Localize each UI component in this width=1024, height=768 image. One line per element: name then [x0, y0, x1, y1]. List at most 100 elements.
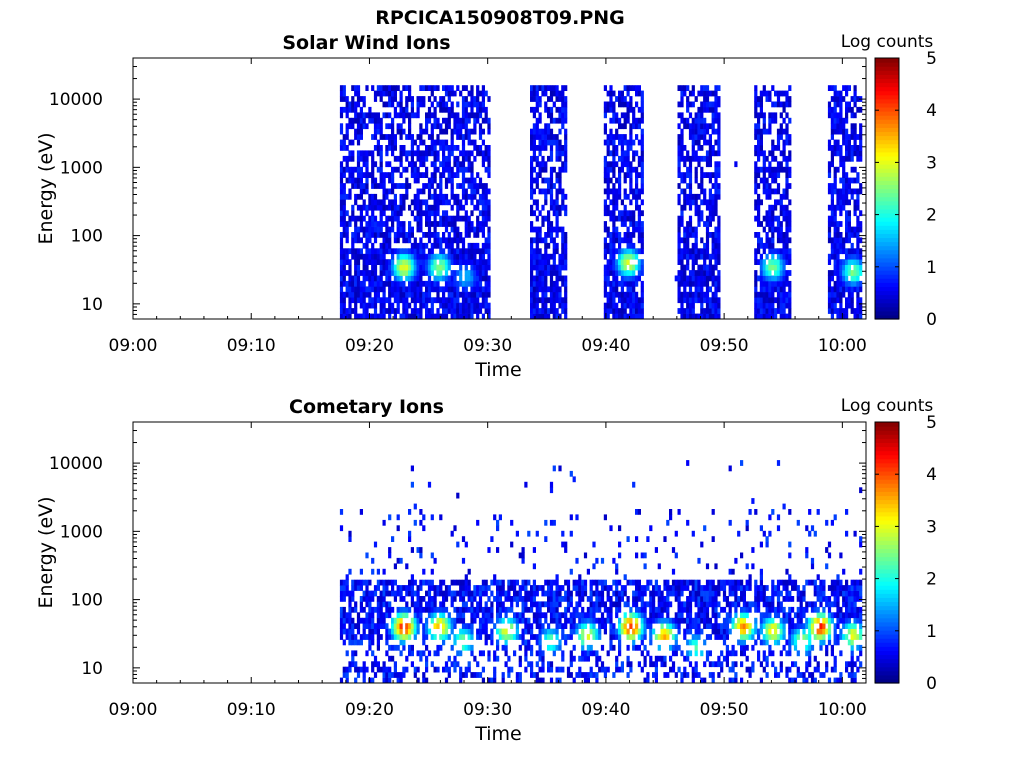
spectrogram-cell — [705, 280, 710, 287]
spectrogram-cell — [433, 606, 437, 613]
spectrogram-cell — [459, 606, 463, 613]
spectrogram-cell — [609, 639, 613, 646]
spectrogram-cell — [373, 280, 378, 287]
spectrogram-cell — [459, 579, 463, 586]
spectrogram-cell — [757, 166, 761, 173]
spectrogram-cell — [405, 655, 409, 662]
spectrogram-cell — [637, 106, 641, 113]
spectrogram-cell — [759, 270, 763, 276]
spectrogram-cell — [351, 237, 355, 244]
spectrogram-cell — [459, 123, 463, 130]
spectrogram-cell — [385, 145, 389, 151]
spectrogram-cell — [694, 117, 698, 124]
spectrogram-cell — [839, 286, 843, 293]
spectrogram-cell — [348, 117, 352, 124]
spectrogram-cell — [456, 172, 460, 178]
spectrogram-cell — [515, 677, 519, 684]
spectrogram-cell — [371, 155, 375, 162]
spectrogram-cell — [779, 308, 783, 314]
spectrogram-cell — [476, 101, 480, 108]
spectrogram-cell — [410, 623, 414, 629]
spectrogram-cell — [836, 96, 840, 102]
spectrogram-cell — [779, 161, 783, 168]
spectrogram-cell — [708, 123, 712, 130]
colorbar-segment — [875, 115, 899, 120]
spectrogram-cell — [836, 275, 840, 282]
spectrogram-cell — [368, 106, 372, 113]
spectrogram-cell — [595, 661, 599, 668]
spectrogram-cell — [410, 253, 414, 260]
spectrogram-cell — [359, 313, 363, 320]
spectrogram-cell — [782, 150, 786, 157]
spectrogram-cell — [600, 644, 605, 651]
spectrogram-cell — [408, 530, 412, 537]
spectrogram-cell — [464, 226, 468, 233]
spectrogram-cell — [399, 134, 403, 140]
spectrogram-cell — [677, 253, 681, 260]
spectrogram-cell — [564, 275, 568, 282]
spectrogram-cell — [589, 596, 593, 602]
spectrogram-cell — [410, 96, 414, 102]
spectrogram-cell — [368, 628, 372, 635]
colorbar-segment — [875, 188, 899, 194]
spectrogram-cell — [385, 275, 389, 282]
spectrogram-cell — [757, 313, 761, 320]
spectrogram-cell — [714, 275, 718, 282]
spectrogram-cell — [626, 215, 630, 222]
spectrogram-cell — [620, 139, 624, 146]
spectrogram-cell — [393, 85, 397, 91]
spectrogram-cell — [847, 145, 851, 151]
spectrogram-cell — [402, 259, 406, 265]
spectrogram-cell — [339, 596, 344, 602]
spectrogram-cell — [785, 237, 789, 244]
spectrogram-cell — [535, 101, 539, 108]
spectrogram-cell — [396, 280, 400, 287]
spectrogram-cell — [606, 585, 610, 591]
spectrogram-cell — [765, 286, 769, 293]
spectrogram-cell — [785, 112, 789, 119]
spectrogram-cell — [442, 199, 446, 206]
spectrogram-cell — [686, 221, 690, 227]
spectrogram-cell — [620, 253, 624, 260]
spectrogram-cell — [345, 96, 349, 102]
spectrogram-cell — [453, 525, 457, 532]
spectrogram-cell — [847, 270, 851, 276]
spectrogram-cell — [422, 232, 426, 238]
spectrogram-cell — [433, 313, 437, 320]
spectrogram-cell — [467, 302, 471, 309]
spectrogram-cell — [430, 183, 434, 189]
spectrogram-cell — [609, 297, 613, 304]
spectrogram-cell — [425, 123, 429, 130]
spectrogram-cell — [714, 166, 718, 173]
spectrogram-cell — [626, 297, 630, 304]
spectrogram-cell — [688, 199, 693, 206]
spectrogram-cell — [393, 672, 397, 678]
spectrogram-cell — [609, 623, 613, 629]
spectrogram-cell — [839, 150, 843, 157]
spectrogram-cell — [442, 623, 446, 629]
spectrogram-cell — [714, 242, 718, 249]
spectrogram-cell — [351, 628, 355, 635]
spectrogram-cell — [439, 579, 443, 586]
spectrogram-cell — [433, 286, 437, 293]
spectrogram-cell — [396, 253, 400, 260]
spectrogram-cell — [535, 639, 539, 646]
spectrogram-cell — [351, 655, 355, 662]
spectrogram-cell — [396, 210, 400, 217]
spectrogram-cell — [853, 226, 857, 233]
spectrogram-cell — [376, 291, 380, 298]
spectrogram-cell — [476, 313, 480, 320]
spectrogram-cell — [856, 221, 860, 227]
spectrogram-cell — [541, 623, 545, 629]
spectrogram-cell — [626, 286, 630, 293]
spectrogram-cell — [487, 188, 491, 195]
spectrogram-cell — [459, 313, 463, 320]
spectrogram-cell — [461, 606, 466, 613]
spectrogram-cell — [473, 177, 477, 184]
spectrogram-cell — [561, 253, 565, 260]
spectrogram-cell — [694, 313, 698, 320]
spectrogram-cell — [691, 270, 695, 276]
spectrogram-cell — [433, 259, 437, 265]
spectrogram-cell — [697, 117, 701, 124]
spectrogram-cell — [422, 270, 426, 276]
